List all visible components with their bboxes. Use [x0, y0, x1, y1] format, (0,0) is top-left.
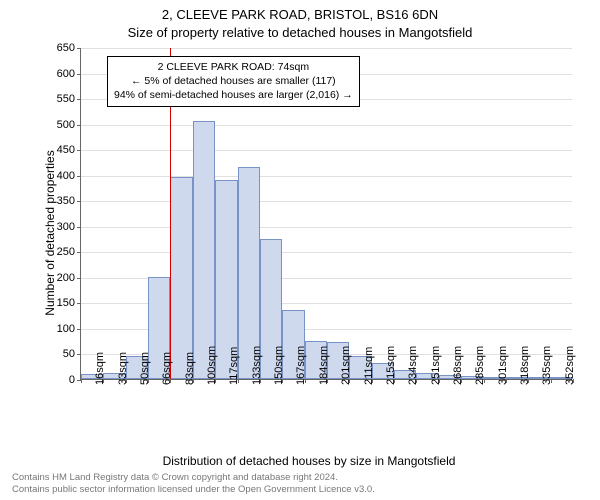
subtitle: Size of property relative to detached ho… — [0, 24, 600, 42]
y-tick-label: 300 — [57, 221, 81, 233]
x-tick-mark — [170, 379, 171, 383]
x-tick-label: 184sqm — [318, 346, 330, 385]
x-tick-label: 301sqm — [497, 346, 509, 385]
x-tick-mark — [439, 379, 440, 383]
x-tick-mark — [416, 379, 417, 383]
y-tick-label: 450 — [57, 144, 81, 156]
x-tick-mark — [506, 379, 507, 383]
x-tick-label: 215sqm — [385, 346, 397, 385]
x-tick-mark — [394, 379, 395, 383]
x-tick-label: 167sqm — [295, 346, 307, 385]
histogram-bar — [193, 121, 215, 379]
x-tick-mark — [372, 379, 373, 383]
y-tick-label: 650 — [57, 42, 81, 54]
y-tick-label: 200 — [57, 272, 81, 284]
x-tick-label: 268sqm — [452, 346, 464, 385]
x-tick-mark — [484, 379, 485, 383]
x-tick-label: 211sqm — [363, 347, 375, 385]
plot-area: Number of detached properties Distributi… — [46, 48, 572, 418]
annotation-line-1: 2 CLEEVE PARK ROAD: 74sqm — [114, 60, 353, 74]
x-tick-label: 251sqm — [430, 346, 442, 385]
y-tick-label: 150 — [57, 297, 81, 309]
footer-line-1: Contains HM Land Registry data © Crown c… — [12, 472, 375, 484]
x-tick-mark — [148, 379, 149, 383]
x-tick-mark — [103, 379, 104, 383]
plot-rect: 2 CLEEVE PARK ROAD: 74sqm ← 5% of detach… — [80, 48, 572, 380]
x-tick-mark — [193, 379, 194, 383]
x-tick-mark — [126, 379, 127, 383]
x-tick-label: 133sqm — [251, 346, 263, 385]
address-title: 2, CLEEVE PARK ROAD, BRISTOL, BS16 6DN — [0, 6, 600, 24]
chart-container: 2, CLEEVE PARK ROAD, BRISTOL, BS16 6DN S… — [0, 0, 600, 500]
y-tick-label: 500 — [57, 119, 81, 131]
annotation-line-3: 94% of semi-detached houses are larger (… — [114, 88, 353, 102]
y-tick-label: 600 — [57, 68, 81, 80]
x-tick-mark — [573, 379, 574, 383]
y-tick-label: 400 — [57, 170, 81, 182]
x-tick-label: 50sqm — [139, 352, 151, 385]
x-tick-mark — [551, 379, 552, 383]
y-tick-label: 100 — [57, 323, 81, 335]
x-tick-label: 16sqm — [94, 352, 106, 385]
y-tick-label: 250 — [57, 246, 81, 258]
x-tick-mark — [282, 379, 283, 383]
x-tick-label: 318sqm — [519, 346, 531, 385]
x-tick-label: 285sqm — [474, 346, 486, 385]
footer-attribution: Contains HM Land Registry data © Crown c… — [12, 472, 375, 496]
histogram-bar — [170, 177, 192, 379]
x-tick-label: 100sqm — [206, 346, 218, 385]
annotation-line-2: ← 5% of detached houses are smaller (117… — [114, 74, 353, 88]
x-tick-mark — [349, 379, 350, 383]
y-tick-label: 0 — [69, 374, 81, 386]
x-tick-label: 83sqm — [184, 352, 196, 385]
x-tick-label: 352sqm — [564, 346, 576, 385]
y-tick-label: 350 — [57, 195, 81, 207]
x-tick-label: 33sqm — [117, 352, 129, 385]
y-tick-label: 50 — [63, 348, 81, 360]
x-tick-label: 234sqm — [407, 346, 419, 385]
x-tick-label: 150sqm — [273, 346, 285, 385]
footer-line-2: Contains public sector information licen… — [12, 484, 375, 496]
x-tick-mark — [461, 379, 462, 383]
title-block: 2, CLEEVE PARK ROAD, BRISTOL, BS16 6DN S… — [0, 0, 600, 41]
x-tick-mark — [238, 379, 239, 383]
y-tick-label: 550 — [57, 93, 81, 105]
x-tick-label: 66sqm — [161, 352, 173, 385]
y-axis-label: Number of detached properties — [43, 150, 57, 315]
x-tick-mark — [215, 379, 216, 383]
annotation-box: 2 CLEEVE PARK ROAD: 74sqm ← 5% of detach… — [107, 56, 360, 107]
x-tick-mark — [305, 379, 306, 383]
x-tick-label: 335sqm — [541, 346, 553, 385]
x-tick-mark — [327, 379, 328, 383]
x-axis-label: Distribution of detached houses by size … — [46, 454, 572, 468]
x-tick-mark — [260, 379, 261, 383]
x-tick-mark — [528, 379, 529, 383]
x-tick-label: 117sqm — [228, 347, 240, 385]
x-tick-mark — [81, 379, 82, 383]
x-tick-label: 201sqm — [340, 346, 352, 385]
